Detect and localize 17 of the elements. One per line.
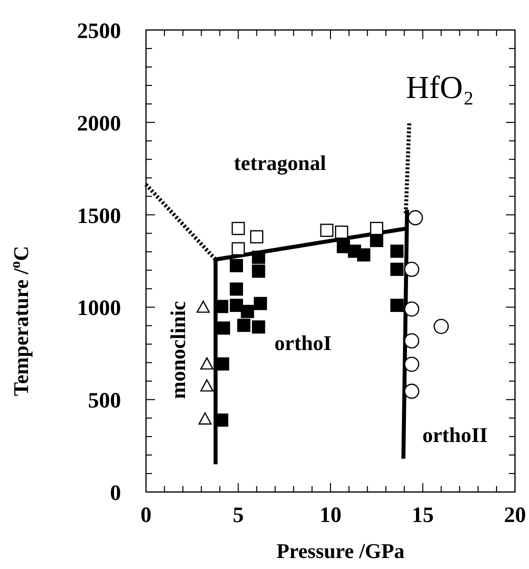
y-tick-label: 1000 <box>77 295 121 320</box>
x-tick-label: 5 <box>232 502 244 527</box>
y-tick-label: 1500 <box>77 202 121 228</box>
annotation: HfO₂ <box>406 69 474 105</box>
x-tick-label: 0 <box>140 502 152 527</box>
annotation: monoclinic <box>166 301 190 399</box>
annotation: orthoI <box>274 331 332 355</box>
annotation: tetragonal <box>234 151 326 175</box>
y-tick-label: 2000 <box>77 110 121 136</box>
x-axis-title: Pressure /GPa <box>276 539 406 563</box>
y-tick-label: 2500 <box>77 18 121 43</box>
x-tick-label: 20 <box>504 502 526 527</box>
y-tick-label: 500 <box>88 388 121 413</box>
y-tick-label: 0 <box>110 480 121 505</box>
annotation: orthoII <box>422 423 488 447</box>
x-tick-label: 15 <box>412 502 434 527</box>
x-tick-label: 10 <box>320 502 342 527</box>
